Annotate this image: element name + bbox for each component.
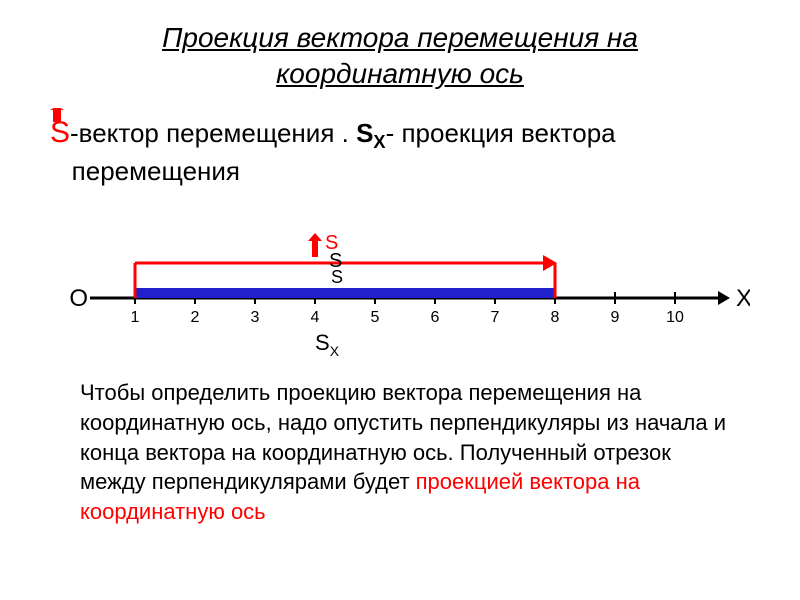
svg-text:4: 4 (311, 309, 320, 326)
diagram: ОХ12345678910SXSSS (50, 208, 750, 368)
svg-text:S: S (331, 267, 343, 287)
svg-text:6: 6 (431, 309, 440, 326)
definition-block: S-вектор перемещения . SX- проекция вект… (0, 93, 800, 199)
svg-text:О: О (69, 285, 88, 312)
title-line2: координатную ось (276, 58, 524, 89)
def-text3: перемещения (72, 156, 240, 186)
page-title: Проекция вектора перемещения на координа… (0, 0, 800, 93)
svg-text:SX: SX (315, 330, 340, 359)
svg-text:10: 10 (666, 309, 684, 326)
svg-text:2: 2 (191, 309, 200, 326)
svg-text:8: 8 (551, 309, 560, 326)
vector-arrow-marker-def (48, 108, 66, 127)
svg-text:7: 7 (491, 309, 500, 326)
svg-text:Х: Х (736, 285, 750, 312)
svg-text:3: 3 (251, 309, 260, 326)
svg-text:5: 5 (371, 309, 380, 326)
sx-sub: X (373, 132, 385, 152)
svg-text:9: 9 (611, 309, 620, 326)
diagram-svg: ОХ12345678910SXSSS (50, 208, 750, 368)
def-text2: - проекция вектора (386, 118, 616, 148)
svg-text:1: 1 (131, 309, 140, 326)
explanation-block: Чтобы определить проекцию вектора переме… (0, 368, 800, 526)
def-text1: -вектор перемещения . (70, 118, 356, 148)
sx-symbol: S (356, 118, 373, 148)
title-line1: Проекция вектора перемещения на (162, 22, 638, 53)
